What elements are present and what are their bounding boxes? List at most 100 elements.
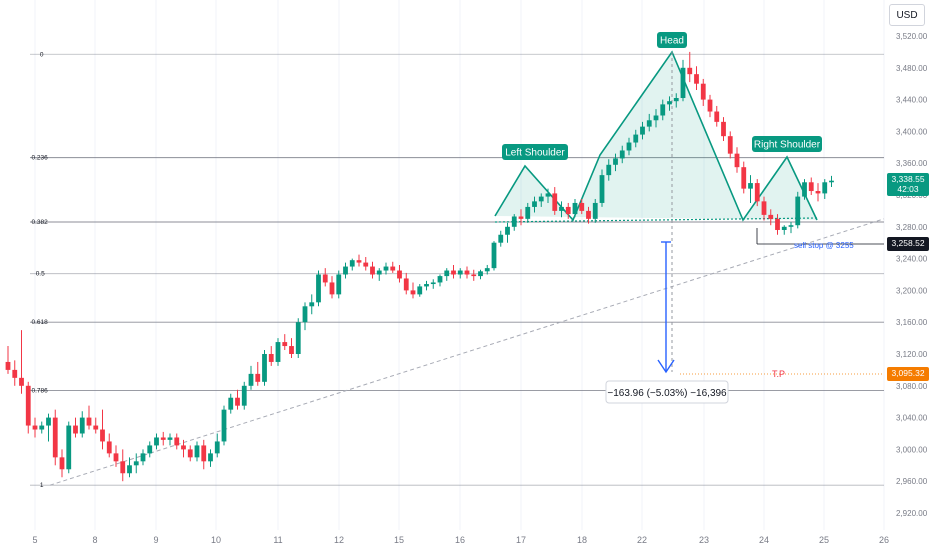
candle-up — [46, 417, 51, 426]
candle-up — [457, 270, 463, 275]
head-label-bg — [657, 32, 687, 48]
candle-up — [302, 306, 308, 323]
time-axis-label: 11 — [273, 535, 282, 545]
time-axis-label: 5 — [32, 535, 37, 545]
candle-down — [390, 266, 396, 271]
candle-down — [356, 260, 362, 263]
candle-up — [343, 266, 348, 275]
candle-down — [12, 369, 18, 378]
candle-up — [559, 206, 564, 211]
candle-down — [19, 377, 24, 386]
candle-down — [768, 214, 774, 219]
right-shoulder-label: Right Shoulder — [752, 136, 822, 152]
candle-up — [262, 354, 267, 382]
candle-down — [59, 457, 65, 470]
candle-up — [214, 441, 220, 454]
candle-up — [295, 322, 301, 354]
candle-down — [754, 183, 760, 202]
candle-down — [721, 121, 726, 137]
pattern-area — [495, 52, 817, 220]
fib-level-label: 0 — [40, 51, 44, 58]
candle-down — [86, 417, 92, 426]
price-axis-label: 3,280.00 — [896, 223, 928, 232]
candle-down — [363, 262, 369, 267]
neckline — [494, 217, 818, 223]
candle-up — [532, 201, 537, 207]
candle-up — [417, 286, 423, 295]
candle-down — [815, 191, 821, 194]
candle-down — [397, 270, 402, 279]
fib-level-label: 0.382 — [32, 219, 49, 226]
candle-down — [93, 425, 99, 430]
price-axis-label: 3,080.00 — [896, 382, 928, 391]
candle-up — [653, 115, 659, 121]
time-axis-label: 23 — [699, 535, 709, 545]
stop-price-tag-text: 3,258.52 — [891, 238, 924, 248]
time-axis-label: 24 — [759, 535, 769, 545]
target-price-tag: 3,095.32 — [887, 367, 929, 381]
candle-down — [471, 274, 477, 277]
candle-up — [221, 409, 227, 442]
right-shoulder-label-bg — [752, 136, 822, 152]
time-axis-label: 18 — [577, 535, 587, 545]
candle-up — [208, 453, 213, 462]
candle-up — [511, 216, 517, 227]
candle-up — [802, 182, 807, 197]
time-axis-label: 15 — [394, 535, 404, 545]
candle-down — [187, 449, 193, 458]
candle-down — [714, 111, 720, 122]
head-label-text: Head — [660, 36, 684, 47]
candle-up — [309, 302, 315, 307]
tp-label: T.P — [772, 369, 785, 379]
candle-down — [552, 193, 558, 211]
candle-down — [201, 445, 207, 462]
candle-down — [761, 201, 767, 215]
target-price-tag-text: 3,095.32 — [891, 368, 924, 378]
candle-down — [289, 346, 294, 354]
candle-up — [788, 225, 794, 227]
stop-price-tag-bg — [887, 237, 929, 251]
measure-arrowhead — [657, 359, 675, 374]
left-shoulder-label-text: Left Shoulder — [505, 148, 565, 159]
candle-down — [329, 282, 335, 295]
price-axis-label: 3,000.00 — [896, 445, 928, 454]
candle-up — [795, 196, 801, 226]
candle-down — [727, 136, 733, 154]
candle-down — [734, 153, 740, 168]
candle-down — [518, 216, 524, 219]
candle-down — [687, 67, 693, 75]
price-axis-label: 3,160.00 — [896, 318, 928, 327]
candle-up — [822, 182, 828, 194]
candle-up — [619, 150, 625, 159]
candle-up — [167, 437, 173, 440]
candle-down — [181, 445, 186, 450]
candle-up — [660, 104, 666, 116]
candle-up — [39, 425, 45, 430]
candle-down — [808, 182, 814, 192]
candle-up — [275, 342, 281, 362]
candle-down — [52, 417, 58, 458]
pattern-outline — [494, 50, 818, 222]
time-axis-label: 25 — [819, 535, 829, 545]
candle-down — [5, 361, 11, 370]
currency-button[interactable]: USD — [889, 4, 925, 26]
candle-down — [255, 373, 261, 382]
candle-down — [235, 397, 240, 406]
price-axis-label: 3,120.00 — [896, 350, 928, 359]
candle-down — [322, 274, 328, 283]
time-axis-label: 8 — [92, 535, 97, 545]
candle-up — [545, 193, 551, 197]
price-axis-label: 3,200.00 — [896, 286, 928, 295]
candle-up — [66, 425, 72, 470]
price-axis-label: 3,520.00 — [896, 32, 928, 41]
candle-down — [100, 429, 105, 442]
candle-down — [403, 278, 409, 291]
time-axis-label: 10 — [211, 535, 221, 545]
stop-price-tag: 3,258.52 — [887, 237, 929, 251]
left-shoulder-label: Left Shoulder — [502, 144, 568, 160]
candle-down — [174, 437, 180, 446]
candle-down — [741, 167, 747, 189]
